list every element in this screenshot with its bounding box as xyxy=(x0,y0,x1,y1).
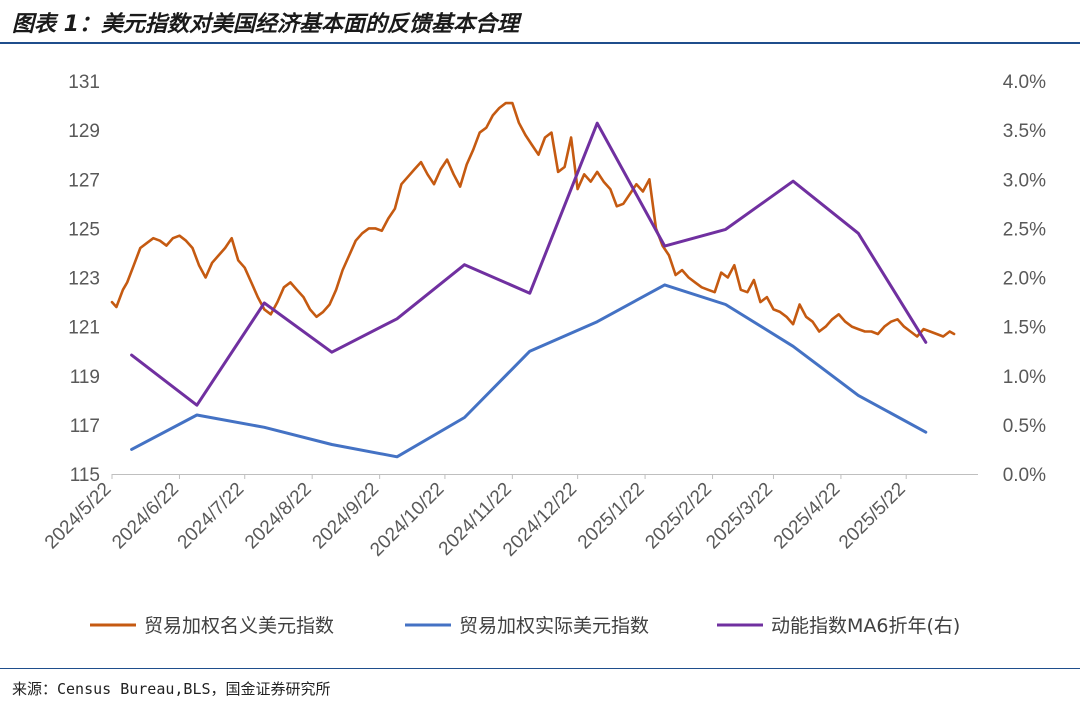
series-layer xyxy=(110,101,956,459)
x-tick-label: 2024/6/22 xyxy=(108,479,183,554)
left-tick-label: 117 xyxy=(70,416,100,437)
x-tick-label: 2025/3/22 xyxy=(702,479,777,554)
left-tick-label: 115 xyxy=(70,465,100,486)
legend: 贸易加权名义美元指数 贸易加权实际美元指数 动能指数MA6折年(右) xyxy=(90,615,960,637)
x-tick-label: 2024/7/22 xyxy=(174,479,249,554)
x-tick-label: 2025/5/22 xyxy=(835,479,910,554)
right-tick-label: 0.0% xyxy=(1003,465,1046,486)
x-tick-label: 2024/8/22 xyxy=(241,479,316,554)
right-tick-label: 3.5% xyxy=(1003,121,1046,142)
left-tick-label: 129 xyxy=(68,121,100,142)
left-tick-label: 123 xyxy=(68,269,100,290)
right-tick-label: 4.0% xyxy=(1003,72,1046,93)
left-tick-label: 125 xyxy=(68,219,100,240)
x-tick-label: 2024/5/22 xyxy=(41,479,116,554)
series-line-3 xyxy=(130,121,928,407)
x-axis-ticks xyxy=(111,474,907,479)
source-rule xyxy=(0,668,1080,669)
right-axis-ticks: 0.0% 0.5% 1.0% 1.5% 2.0% 2.5% 3.0% 3.5% 4.0% xyxy=(1003,72,1046,486)
right-tick-label: 2.5% xyxy=(1003,219,1046,240)
left-tick-label: 127 xyxy=(68,170,100,191)
left-tick-label: 121 xyxy=(68,318,100,339)
right-tick-label: 0.5% xyxy=(1003,416,1046,437)
series-line-2 xyxy=(130,283,928,459)
title-rule xyxy=(0,42,1080,44)
chart-canvas: 115 117 119 121 123 125 127 129 131 0.0% 0.5% 1.0%… xyxy=(41,72,1046,637)
x-tick-label: 2025/1/22 xyxy=(574,479,649,554)
legend-label-1: 贸易加权名义美元指数 xyxy=(144,615,334,637)
legend-label-3: 动能指数MA6折年(右) xyxy=(771,615,960,637)
legend-label-2: 贸易加权实际美元指数 xyxy=(459,615,649,637)
chart-title: 图表 1：美元指数对美国经济基本面的反馈基本合理 xyxy=(12,12,519,37)
x-tick-label: 2025/4/22 xyxy=(770,479,845,554)
right-tick-label: 3.0% xyxy=(1003,170,1046,191)
series-line-1 xyxy=(110,101,956,338)
left-tick-label: 119 xyxy=(70,367,100,388)
left-tick-label: 131 xyxy=(68,72,100,93)
right-tick-label: 2.0% xyxy=(1003,269,1046,290)
right-tick-label: 1.5% xyxy=(1003,318,1046,339)
source-note: 来源：Census Bureau,BLS，国金证券研究所 xyxy=(12,680,331,698)
left-axis-ticks: 115 117 119 121 123 125 127 129 131 xyxy=(68,72,100,486)
x-axis-labels: 2024/5/222024/6/222024/7/222024/8/222024… xyxy=(41,479,910,561)
right-tick-label: 1.0% xyxy=(1003,367,1046,388)
